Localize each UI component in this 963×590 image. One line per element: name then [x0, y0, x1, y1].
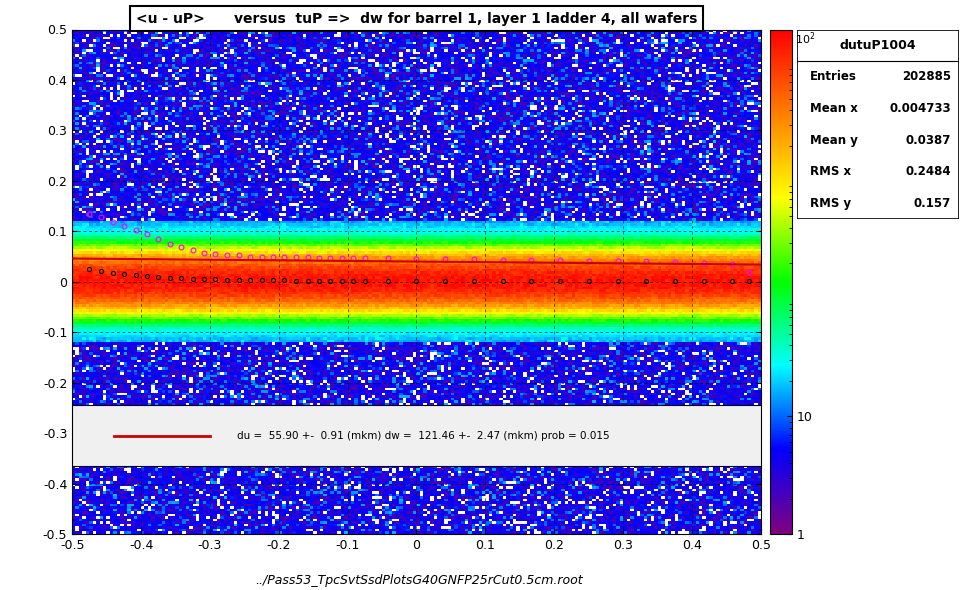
Text: ../Pass53_TpcSvtSsdPlotsG40GNFP25rCut0.5cm.root: ../Pass53_TpcSvtSsdPlotsG40GNFP25rCut0.5… — [255, 574, 583, 587]
Text: du =  55.90 +-  0.91 (mkm) dw =  121.46 +-  2.47 (mkm) prob = 0.015: du = 55.90 +- 0.91 (mkm) dw = 121.46 +- … — [238, 431, 611, 441]
Title: <u - uP>      versus  tuP =>  dw for barrel 1, layer 1 ladder 4, all wafers: <u - uP> versus tuP => dw for barrel 1, … — [136, 12, 697, 25]
Text: RMS y: RMS y — [810, 197, 851, 210]
Text: $10^2$: $10^2$ — [795, 30, 816, 47]
Text: 0.0387: 0.0387 — [905, 134, 951, 147]
Text: 0.157: 0.157 — [914, 197, 951, 210]
Text: dutuP1004: dutuP1004 — [840, 39, 917, 52]
Text: 202885: 202885 — [902, 70, 951, 84]
Text: RMS x: RMS x — [810, 165, 851, 179]
Text: Mean y: Mean y — [810, 134, 858, 147]
Text: Mean x: Mean x — [810, 102, 858, 115]
Text: 0.004733: 0.004733 — [890, 102, 951, 115]
Text: 0.2484: 0.2484 — [905, 165, 951, 179]
Text: Entries: Entries — [810, 70, 857, 84]
Bar — [72, 405, 761, 466]
